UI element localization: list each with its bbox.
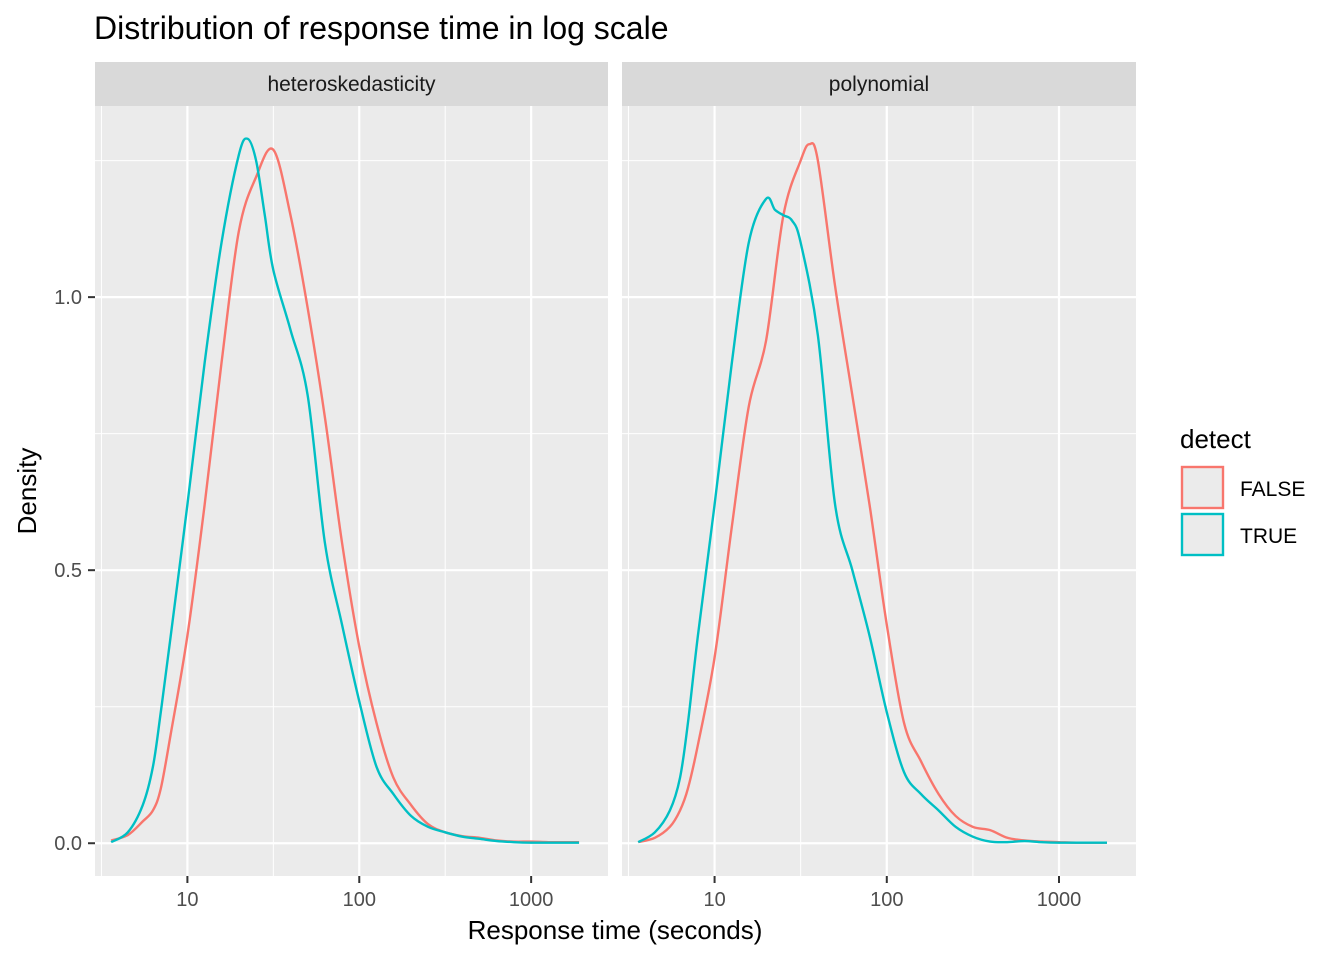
legend-entries: FALSE TRUE: [1180, 465, 1305, 557]
chart-title: Distribution of response time in log sca…: [94, 10, 669, 46]
x-tick-label: 10: [703, 889, 725, 911]
legend-title: detect: [1180, 424, 1252, 454]
y-tick-label: 0.5: [54, 560, 82, 582]
panel-2-background: [622, 106, 1136, 876]
legend: detect FALSE TRUE: [1180, 424, 1305, 557]
legend-key-true: [1180, 512, 1225, 557]
x-tick-label: 100: [343, 889, 376, 911]
panel-1-strip-label: heteroskedasticity: [267, 73, 436, 96]
y-axis-title: Density: [12, 448, 42, 535]
panel-2-lines: [637, 141, 1107, 844]
x-tick-label: 10: [176, 889, 198, 911]
panel-1-strip: [95, 62, 608, 106]
y-axis: 0.0 0.5 1.0: [54, 287, 95, 855]
legend-key-false: [1180, 465, 1225, 510]
x-axis: 10 100 1000 10 100 1000: [176, 876, 1081, 911]
x-tick-label: 100: [870, 889, 903, 911]
x-tick-label: 1000: [509, 889, 554, 911]
x-axis-title: Response time (seconds): [468, 915, 763, 945]
legend-label-false: FALSE: [1240, 478, 1305, 501]
density-line-true: [110, 137, 580, 844]
density-line-false: [637, 141, 1107, 844]
y-tick-label: 1.0: [54, 287, 82, 309]
panel-1-background: [95, 106, 608, 876]
density-line-true: [637, 196, 1107, 844]
panel-1-lines: [110, 137, 580, 844]
x-tick-label: 1000: [1037, 889, 1082, 911]
panel-2-strip: [622, 62, 1136, 106]
legend-label-true: TRUE: [1240, 525, 1297, 548]
y-tick-label: 0.0: [54, 833, 82, 855]
panel-2-strip-label: polynomial: [829, 73, 929, 96]
